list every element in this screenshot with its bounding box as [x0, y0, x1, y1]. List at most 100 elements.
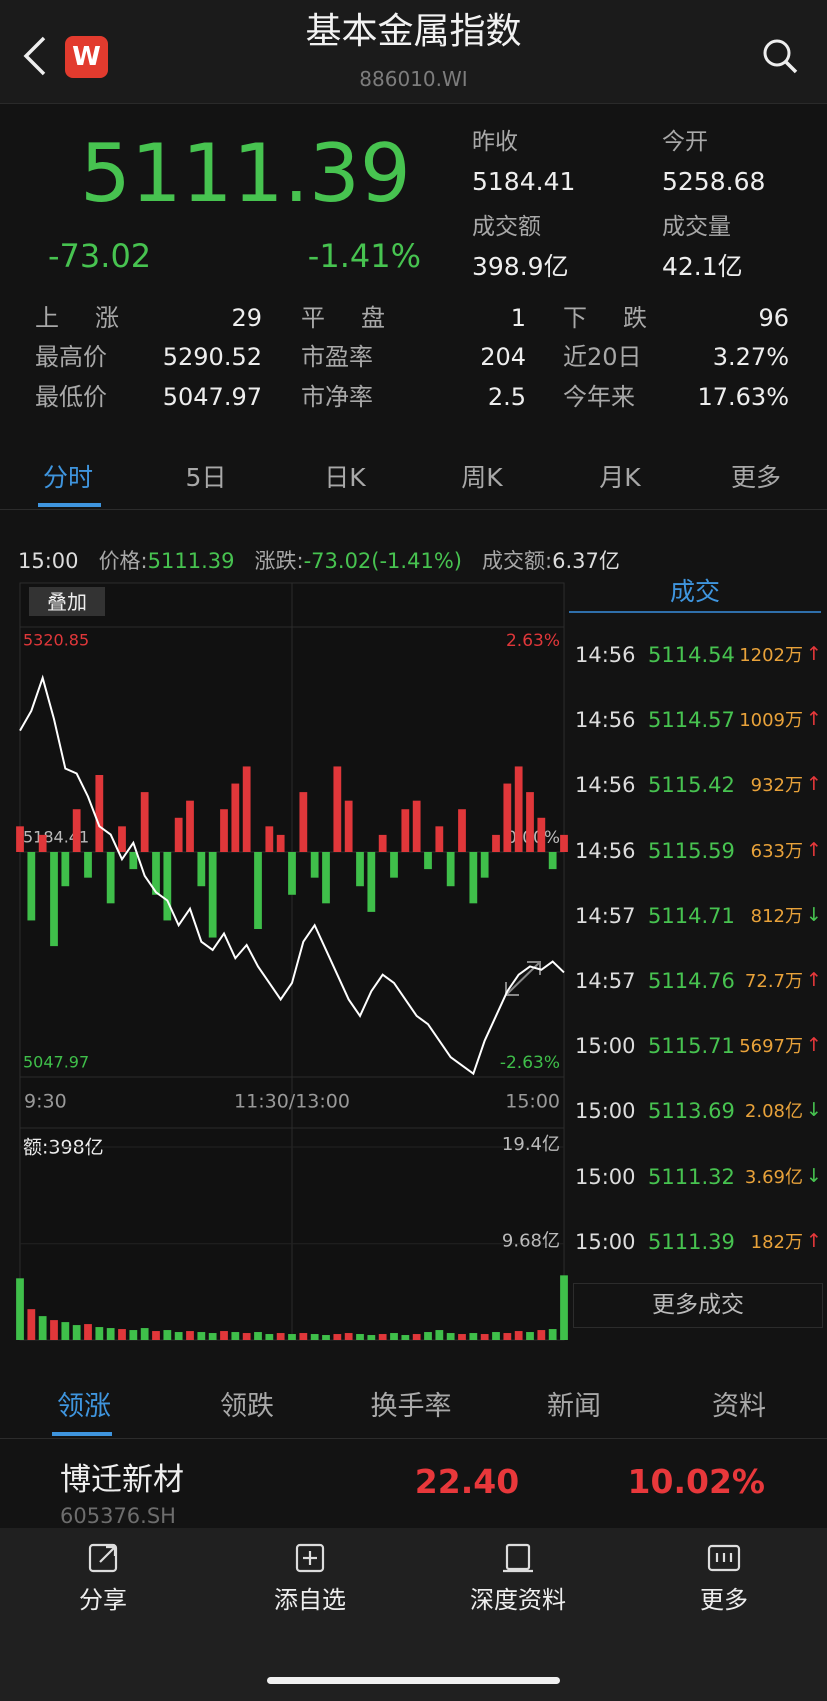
info-bar: 15:00 价格:5111.39 涨跌:-73.02(-1.41%) 成交额:6…	[18, 551, 620, 572]
stock-name[interactable]: 博迁新材	[60, 1462, 184, 1498]
breadth-value: 2.5	[487, 383, 526, 411]
list-tab[interactable]: 领跌	[220, 1391, 274, 1422]
volume-bar	[526, 1332, 534, 1340]
breadth-label: 最高价	[35, 345, 107, 369]
volume-bar	[106, 1328, 115, 1340]
trade-time: 14:56	[575, 773, 636, 798]
list-tab[interactable]: 领涨	[57, 1391, 111, 1422]
change-bar	[174, 817, 183, 852]
volume-bar	[367, 1335, 376, 1340]
trade-price: 5113.69	[648, 1099, 735, 1124]
more-icon[interactable]	[707, 1544, 741, 1572]
change-bar	[242, 766, 251, 852]
list-tab[interactable]: 新闻	[547, 1391, 601, 1422]
change-bar	[548, 852, 557, 870]
stat-value: 5258.68	[662, 167, 766, 196]
trade-time: 15:00	[575, 1164, 636, 1189]
change-bar	[424, 852, 432, 870]
trade-time: 14:56	[575, 708, 636, 733]
volume-bar	[61, 1322, 70, 1340]
toolbar-label[interactable]: 深度资料	[470, 1586, 566, 1614]
breadth-value: 204	[480, 343, 526, 371]
volume-bar	[458, 1334, 466, 1340]
change-bar	[458, 809, 466, 852]
list-tab[interactable]: 资料	[712, 1391, 766, 1422]
volume-bar	[356, 1334, 364, 1340]
app-logo[interactable]: W	[65, 36, 108, 78]
change-bar	[333, 766, 342, 852]
volume-bar	[424, 1332, 432, 1340]
volume-bar	[492, 1332, 500, 1340]
volume-bar	[412, 1334, 421, 1340]
breadth-label: 近20日	[563, 345, 642, 369]
trade-arrow: ↑	[806, 708, 822, 731]
trade-volume: 1202万	[739, 645, 803, 666]
stat-value: 398.9亿	[472, 252, 569, 281]
chart-tab[interactable]: 更多	[730, 463, 781, 492]
change-bar	[50, 852, 58, 947]
volume-bar	[72, 1325, 81, 1340]
chart-tab[interactable]: 分时	[42, 463, 93, 492]
add-watch-icon[interactable]	[295, 1543, 325, 1573]
list-tab[interactable]: 换手率	[370, 1391, 452, 1422]
trades-title[interactable]: 成交	[669, 577, 720, 606]
chart-tab[interactable]: 月K	[599, 463, 641, 492]
change-bar	[356, 852, 364, 887]
change-bar	[492, 834, 500, 852]
change-bar	[152, 852, 160, 895]
change-bar	[344, 800, 353, 852]
overlay-button[interactable]: 叠加	[29, 587, 105, 616]
change-bar	[276, 834, 285, 852]
toolbar-label[interactable]: 更多	[700, 1586, 748, 1614]
change-bar	[265, 826, 274, 852]
trade-arrow: ↑	[806, 969, 822, 991]
breadth-label-text: 市净率	[301, 383, 373, 411]
chart-tab[interactable]: 周K	[461, 463, 503, 492]
volume-bar	[322, 1335, 330, 1340]
volume-bar	[401, 1335, 410, 1340]
volume-bar	[50, 1320, 58, 1340]
volume-bar	[537, 1330, 546, 1340]
header-bar	[0, 0, 827, 104]
volume-bar	[95, 1327, 104, 1340]
intraday-chart: 5320.855184.415047.972.63%0.00%-2.63%9:3…	[16, 582, 568, 1341]
info-time: 15:00	[18, 549, 79, 573]
trade-price: 5114.54	[648, 643, 735, 667]
volume-tick-label: 9.68亿	[502, 1231, 560, 1252]
price-change-pct: -1.41%	[307, 237, 421, 275]
chart-tab[interactable]: 5日	[185, 463, 227, 492]
more-trades-button[interactable]: 更多成交	[573, 1283, 823, 1328]
volume-bar	[469, 1333, 478, 1340]
volume-bar	[186, 1331, 194, 1340]
change-bar	[38, 834, 47, 852]
volume-bar	[129, 1330, 138, 1340]
trade-arrow: ↑	[806, 1034, 822, 1057]
volume-bar	[435, 1330, 444, 1340]
toolbar-label[interactable]: 分享	[79, 1586, 127, 1614]
tab-underline	[38, 503, 101, 507]
change-bar	[61, 852, 70, 887]
change-bar	[299, 792, 308, 852]
stat-label: 今开	[662, 129, 708, 155]
search-button[interactable]	[760, 36, 800, 76]
back-button[interactable]	[18, 34, 50, 78]
volume-bar	[174, 1332, 183, 1340]
trade-time: 14:56	[575, 838, 636, 863]
stat-label: 昨收	[472, 129, 518, 155]
research-icon[interactable]	[503, 1543, 533, 1573]
volume-bar	[118, 1329, 126, 1340]
toolbar-icons	[88, 1543, 741, 1573]
stock-code: 605376.SH	[60, 1504, 176, 1528]
volume-bar	[503, 1333, 512, 1340]
toolbar-label[interactable]: 添自选	[274, 1586, 346, 1614]
chart-tab[interactable]: 日K	[324, 463, 366, 492]
breadth-label-text: 平盘	[301, 304, 385, 332]
change-bar	[186, 800, 194, 852]
change-bar	[27, 852, 36, 921]
share-icon[interactable]	[88, 1543, 118, 1573]
trade-time: 15:00	[575, 1099, 636, 1124]
volume-bar	[197, 1332, 206, 1340]
volume-bar	[333, 1334, 342, 1340]
stock-price: 22.40	[414, 1462, 520, 1501]
